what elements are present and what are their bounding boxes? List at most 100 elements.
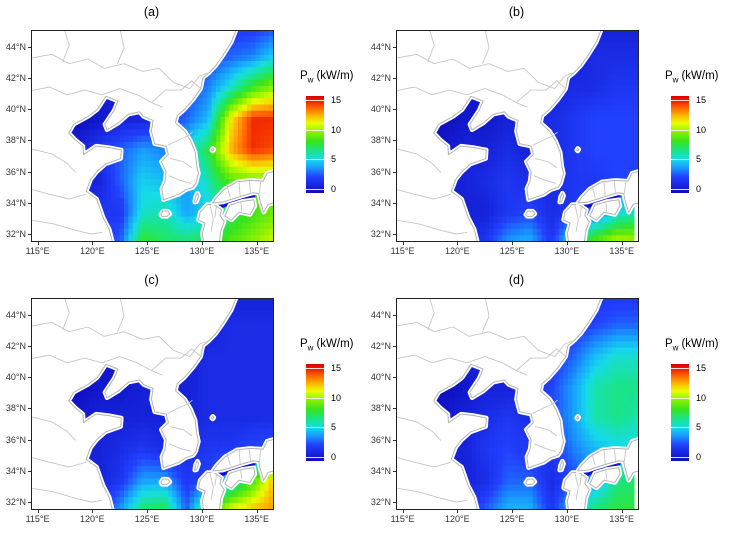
panel-c: (c) Pw (kW/m) 15 10 5 0 44°N 42°N 40°N 38°N 36°N… bbox=[0, 268, 365, 536]
wave-power-heatmap-canvas bbox=[397, 31, 638, 241]
colorbar-gradient bbox=[306, 96, 324, 193]
colorbar-subscript: w bbox=[672, 343, 679, 353]
x-tick-label: 120°E bbox=[445, 246, 470, 256]
x-tick-mark bbox=[37, 510, 39, 513]
colorbar-break-tick bbox=[671, 397, 689, 399]
y-tick-mark bbox=[393, 408, 396, 410]
wave-power-heatmap-canvas bbox=[397, 299, 638, 509]
y-tick-label: 32°N bbox=[5, 228, 26, 239]
x-tick-label: 125°E bbox=[499, 246, 525, 256]
x-tick-label: 120°E bbox=[80, 246, 105, 256]
colorbar-units: (kW/m) bbox=[681, 338, 719, 350]
panel-title: (c) bbox=[144, 273, 159, 287]
y-tick-label: 40°N bbox=[370, 104, 391, 115]
x-tick-mark bbox=[147, 242, 149, 245]
y-tick-label: 42°N bbox=[5, 341, 26, 352]
colorbar-break-tick bbox=[306, 159, 324, 161]
y-tick-label: 36°N bbox=[5, 434, 26, 445]
x-tick-label: 135°E bbox=[609, 514, 634, 524]
y-tick-mark bbox=[28, 202, 31, 204]
colorbar-symbol: P bbox=[300, 70, 308, 82]
panel-title: (b) bbox=[508, 5, 525, 19]
x-tick-mark bbox=[402, 510, 404, 513]
x-tick-mark bbox=[256, 242, 258, 245]
colorbar-tick-label: 15 bbox=[331, 94, 342, 105]
colorbar-tick-label: 5 bbox=[696, 422, 702, 433]
map-plot-area bbox=[31, 298, 274, 510]
x-tick-mark bbox=[201, 510, 203, 513]
y-tick-mark bbox=[393, 233, 396, 235]
x-tick-mark bbox=[37, 242, 39, 245]
y-tick-label: 32°N bbox=[370, 496, 391, 507]
x-tick-label: 130°E bbox=[189, 246, 215, 256]
colorbar-symbol: P bbox=[665, 70, 673, 82]
y-tick-label: 38°N bbox=[5, 403, 26, 414]
y-tick-label: 36°N bbox=[370, 166, 391, 177]
y-tick-label: 34°N bbox=[370, 197, 391, 208]
y-tick-label: 42°N bbox=[370, 341, 391, 352]
colorbar-gradient bbox=[671, 364, 689, 461]
y-tick-label: 36°N bbox=[370, 434, 391, 445]
y-tick-label: 32°N bbox=[370, 228, 391, 239]
y-tick-label: 34°N bbox=[370, 465, 391, 476]
x-tick-mark bbox=[147, 510, 149, 513]
colorbar-title: Pw (kW/m) bbox=[300, 70, 354, 84]
colorbar-subscript: w bbox=[672, 75, 679, 85]
panel-d: (d) Pw (kW/m) 15 10 5 0 44°N 42°N 40°N 38°N 36°N… bbox=[365, 268, 730, 536]
panel-title: (d) bbox=[508, 273, 525, 287]
y-tick-mark bbox=[28, 408, 31, 410]
colorbar-symbol: P bbox=[300, 338, 308, 350]
colorbar-tick-label: 0 bbox=[696, 184, 702, 195]
y-tick-mark bbox=[28, 470, 31, 472]
colorbar-tick-label: 5 bbox=[696, 154, 702, 165]
x-tick-mark bbox=[566, 242, 568, 245]
colorbar-tick-label: 15 bbox=[696, 362, 707, 373]
x-tick-label: 130°E bbox=[554, 246, 580, 256]
colorbar-subscript: w bbox=[307, 75, 314, 85]
y-tick-mark bbox=[393, 47, 396, 49]
colorbar-break-tick bbox=[306, 129, 324, 131]
x-tick-mark bbox=[512, 242, 514, 245]
y-tick-label: 42°N bbox=[370, 73, 391, 84]
y-tick-label: 34°N bbox=[5, 197, 26, 208]
y-tick-mark bbox=[28, 47, 31, 49]
colorbar-break-tick bbox=[671, 367, 689, 369]
y-tick-mark bbox=[393, 140, 396, 142]
colorbar-title: Pw (kW/m) bbox=[665, 70, 719, 84]
x-tick-label: 135°E bbox=[244, 246, 269, 256]
x-tick-label: 125°E bbox=[134, 514, 160, 524]
colorbar-legend: Pw (kW/m) 15 10 5 0 bbox=[300, 70, 364, 202]
x-tick-label: 115°E bbox=[25, 246, 50, 256]
colorbar-title: Pw (kW/m) bbox=[300, 338, 354, 352]
colorbar-break-tick bbox=[306, 457, 324, 459]
map-plot-area bbox=[31, 30, 274, 242]
y-tick-mark bbox=[393, 470, 396, 472]
colorbar-tick-label: 10 bbox=[331, 392, 342, 403]
x-tick-label: 115°E bbox=[25, 514, 50, 524]
x-tick-mark bbox=[457, 510, 459, 513]
colorbar-tick-label: 5 bbox=[331, 422, 337, 433]
x-tick-mark bbox=[621, 242, 623, 245]
y-tick-label: 34°N bbox=[5, 465, 26, 476]
x-tick-label: 130°E bbox=[189, 514, 215, 524]
colorbar-break-tick bbox=[671, 129, 689, 131]
colorbar-subscript: w bbox=[307, 343, 314, 353]
y-tick-mark bbox=[393, 78, 396, 80]
colorbar-tick-label: 15 bbox=[331, 362, 342, 373]
y-tick-mark bbox=[393, 202, 396, 204]
colorbar-gradient bbox=[671, 96, 689, 193]
colorbar-legend: Pw (kW/m) 15 10 5 0 bbox=[300, 338, 364, 470]
wave-power-heatmap-canvas bbox=[32, 31, 273, 241]
colorbar-tick-labels: 15 10 5 0 bbox=[696, 362, 726, 462]
colorbar-break-tick bbox=[671, 99, 689, 101]
colorbar-break-tick bbox=[306, 189, 324, 191]
y-tick-mark bbox=[393, 346, 396, 348]
y-tick-label: 44°N bbox=[370, 42, 391, 53]
map-plot-area bbox=[396, 298, 639, 510]
x-tick-label: 130°E bbox=[554, 514, 580, 524]
colorbar-gradient bbox=[306, 364, 324, 461]
x-tick-mark bbox=[457, 242, 459, 245]
y-tick-label: 38°N bbox=[370, 403, 391, 414]
colorbar-break-tick bbox=[306, 427, 324, 429]
